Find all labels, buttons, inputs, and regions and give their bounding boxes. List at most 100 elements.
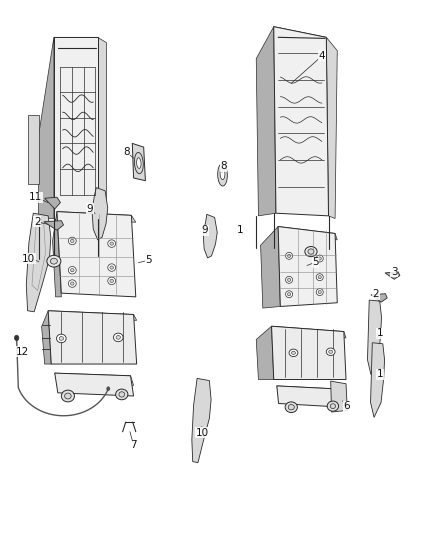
Ellipse shape xyxy=(328,350,333,353)
Polygon shape xyxy=(277,386,343,398)
Polygon shape xyxy=(42,311,51,364)
Polygon shape xyxy=(54,37,98,219)
Ellipse shape xyxy=(316,255,323,262)
Polygon shape xyxy=(55,373,134,396)
Ellipse shape xyxy=(68,266,76,274)
Polygon shape xyxy=(367,300,381,375)
Ellipse shape xyxy=(71,282,74,285)
Polygon shape xyxy=(256,27,276,216)
Polygon shape xyxy=(272,326,346,338)
Text: 1: 1 xyxy=(377,369,384,379)
Text: 1: 1 xyxy=(377,328,384,338)
Polygon shape xyxy=(57,212,136,297)
Text: 3: 3 xyxy=(391,267,398,277)
Polygon shape xyxy=(277,386,343,407)
Polygon shape xyxy=(39,37,54,219)
Ellipse shape xyxy=(220,168,225,180)
Ellipse shape xyxy=(14,335,19,341)
Ellipse shape xyxy=(50,259,57,264)
Polygon shape xyxy=(256,326,274,379)
Ellipse shape xyxy=(318,257,321,260)
Text: 7: 7 xyxy=(130,440,137,450)
Ellipse shape xyxy=(287,278,291,281)
Ellipse shape xyxy=(107,387,110,391)
Polygon shape xyxy=(132,143,145,181)
Ellipse shape xyxy=(326,348,335,356)
Polygon shape xyxy=(26,213,51,312)
Ellipse shape xyxy=(47,255,61,267)
Polygon shape xyxy=(192,378,211,463)
Text: 10: 10 xyxy=(22,254,35,263)
Ellipse shape xyxy=(327,401,339,411)
Text: 2: 2 xyxy=(372,289,379,299)
Ellipse shape xyxy=(286,276,293,284)
Ellipse shape xyxy=(61,390,74,402)
Ellipse shape xyxy=(305,246,317,256)
Polygon shape xyxy=(53,212,61,297)
Ellipse shape xyxy=(68,237,76,245)
Ellipse shape xyxy=(288,405,294,410)
Polygon shape xyxy=(274,27,328,43)
Polygon shape xyxy=(28,115,39,184)
Polygon shape xyxy=(203,214,217,258)
Ellipse shape xyxy=(116,389,128,400)
Polygon shape xyxy=(326,37,337,219)
Polygon shape xyxy=(331,381,347,412)
Text: 8: 8 xyxy=(220,161,227,171)
Polygon shape xyxy=(44,221,64,230)
Ellipse shape xyxy=(316,274,323,280)
Ellipse shape xyxy=(108,264,116,271)
Polygon shape xyxy=(48,311,137,364)
Polygon shape xyxy=(45,197,60,209)
Polygon shape xyxy=(98,37,106,219)
Text: 2: 2 xyxy=(34,217,41,227)
Polygon shape xyxy=(54,37,100,43)
Ellipse shape xyxy=(119,392,124,397)
Polygon shape xyxy=(48,311,137,320)
Ellipse shape xyxy=(318,290,321,294)
Ellipse shape xyxy=(110,242,113,245)
Polygon shape xyxy=(371,294,387,302)
Text: 1: 1 xyxy=(237,225,244,235)
Ellipse shape xyxy=(287,254,291,257)
Ellipse shape xyxy=(57,334,66,343)
Ellipse shape xyxy=(68,280,76,287)
Ellipse shape xyxy=(285,402,297,413)
Text: 5: 5 xyxy=(145,255,152,265)
Text: 11: 11 xyxy=(29,192,42,202)
Ellipse shape xyxy=(287,293,291,296)
Ellipse shape xyxy=(286,253,293,259)
Text: 5: 5 xyxy=(312,257,319,267)
Ellipse shape xyxy=(289,349,298,357)
Ellipse shape xyxy=(71,239,74,243)
Ellipse shape xyxy=(71,269,74,272)
Polygon shape xyxy=(55,373,134,385)
Polygon shape xyxy=(371,343,385,417)
Ellipse shape xyxy=(113,333,123,342)
Polygon shape xyxy=(385,272,400,279)
Ellipse shape xyxy=(286,291,293,297)
Ellipse shape xyxy=(108,240,116,247)
Ellipse shape xyxy=(308,249,314,254)
Ellipse shape xyxy=(59,337,64,341)
Text: 10: 10 xyxy=(196,428,209,438)
Text: 9: 9 xyxy=(86,204,93,214)
Ellipse shape xyxy=(64,393,71,399)
Polygon shape xyxy=(92,188,108,240)
Ellipse shape xyxy=(218,164,227,186)
Polygon shape xyxy=(261,227,280,308)
Text: 8: 8 xyxy=(123,147,130,157)
Ellipse shape xyxy=(108,277,116,285)
Polygon shape xyxy=(274,27,328,216)
Ellipse shape xyxy=(137,158,141,168)
Ellipse shape xyxy=(316,289,323,295)
Polygon shape xyxy=(57,212,136,222)
Ellipse shape xyxy=(330,404,336,408)
Text: 12: 12 xyxy=(16,347,29,357)
Ellipse shape xyxy=(134,152,143,174)
Ellipse shape xyxy=(116,336,120,340)
Text: 6: 6 xyxy=(343,401,350,411)
Ellipse shape xyxy=(110,279,113,282)
Ellipse shape xyxy=(110,266,113,269)
Ellipse shape xyxy=(292,351,296,354)
